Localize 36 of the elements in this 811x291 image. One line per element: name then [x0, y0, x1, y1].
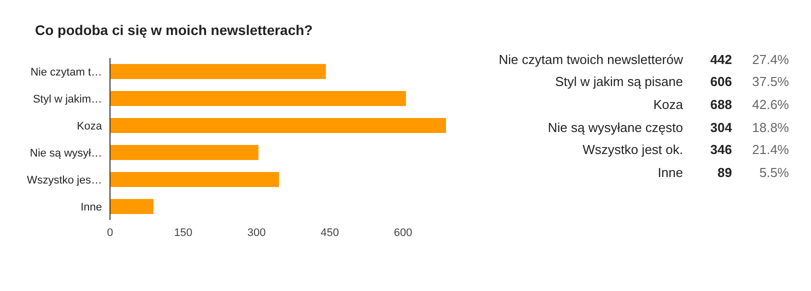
- category-label: Wszystko jest ok.: [582, 141, 683, 160]
- category-label: Nie są wysyłane często: [546, 118, 683, 137]
- y-tick-label: Wszystko jes…: [26, 174, 102, 186]
- x-tick-label: 300: [247, 226, 266, 239]
- bar: [110, 64, 326, 79]
- bar: [110, 172, 279, 187]
- y-tick-label: Koza: [76, 120, 103, 132]
- data-label: 606: [709, 73, 733, 92]
- y-tick-label: Nie są wysył…: [30, 147, 102, 160]
- x-tick-label: 0: [106, 226, 114, 239]
- bar: [110, 144, 258, 160]
- bar: [110, 90, 406, 106]
- text: 18.8%: [751, 118, 790, 137]
- chart-title: Co podoba ci się w moich newsletterach?: [35, 22, 314, 38]
- y-tick-label: Inne: [80, 201, 102, 214]
- bar: [110, 198, 154, 214]
- y-tick-label: Styl w jakim…: [32, 93, 102, 106]
- x-tick-label: 600: [394, 226, 412, 239]
- x-tick-label: 450: [320, 226, 339, 239]
- text: 42.6%: [751, 96, 790, 114]
- category-label: Styl w jakim są pisane: [554, 73, 683, 92]
- text: 37.5%: [751, 73, 790, 92]
- data-label: 346: [709, 141, 733, 160]
- data-label: 304: [709, 118, 733, 137]
- text: 21.4%: [751, 141, 790, 160]
- data-label: 688: [709, 96, 733, 114]
- bar: [110, 118, 446, 133]
- category-label: Nie czytam twoich newsletterów: [498, 50, 683, 69]
- x-tick-label: 150: [174, 226, 192, 239]
- y-tick-label: Nie czytam t…: [30, 66, 102, 78]
- text: 5.5%: [758, 164, 790, 182]
- data-label: 89: [716, 164, 733, 182]
- category-label: Inne: [656, 164, 683, 182]
- category-label: Koza: [652, 96, 683, 114]
- text: 27.4%: [751, 50, 790, 69]
- data-label: 442: [709, 50, 733, 69]
